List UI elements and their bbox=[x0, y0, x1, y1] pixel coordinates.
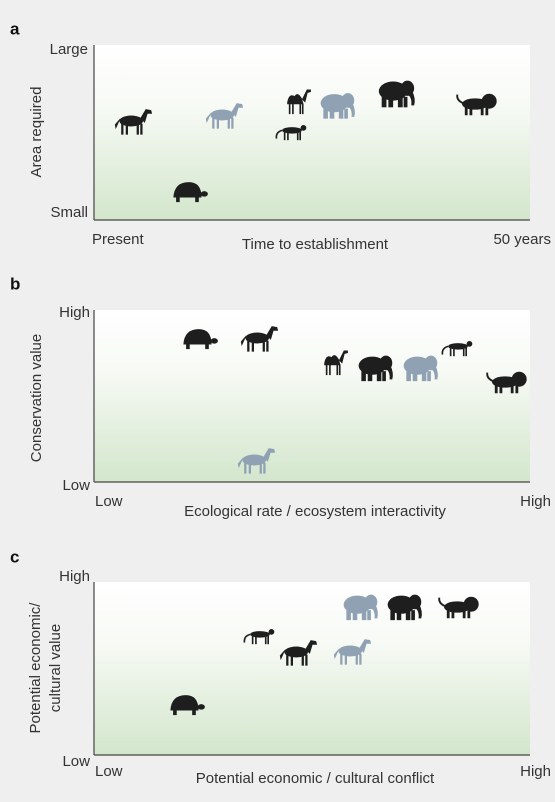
x-axis-title: Time to establishment bbox=[242, 236, 389, 253]
y-axis-title: Potential economic/ bbox=[27, 602, 44, 734]
x-axis-low: Low bbox=[95, 493, 123, 510]
x-axis-low: Low bbox=[95, 763, 123, 780]
y-axis-title: Conservation value bbox=[28, 334, 45, 462]
x-axis-high: High bbox=[520, 493, 551, 510]
y-axis-low: Low bbox=[62, 753, 90, 770]
x-axis-low: Present bbox=[92, 231, 145, 248]
y-axis-title: Area required bbox=[28, 87, 45, 178]
plot-area bbox=[94, 310, 530, 482]
x-axis-title: Potential economic / cultural conflict bbox=[196, 770, 435, 787]
y-axis-low: Small bbox=[50, 204, 88, 221]
x-axis-high: 50 years bbox=[493, 231, 551, 248]
y-axis-title: cultural value bbox=[47, 624, 64, 712]
figure: a Large Small Area required Present Time… bbox=[0, 0, 555, 802]
panel-label: c bbox=[10, 547, 19, 566]
plot-area bbox=[94, 45, 530, 220]
x-axis-title: Ecological rate / ecosystem interactivit… bbox=[184, 503, 446, 520]
y-axis-low: Low bbox=[62, 477, 90, 494]
panel-label: b bbox=[10, 274, 20, 293]
y-axis-high: High bbox=[59, 568, 90, 585]
y-axis-high: High bbox=[59, 304, 90, 321]
panel-label: a bbox=[10, 19, 20, 38]
y-axis-high: Large bbox=[50, 41, 88, 58]
x-axis-high: High bbox=[520, 763, 551, 780]
